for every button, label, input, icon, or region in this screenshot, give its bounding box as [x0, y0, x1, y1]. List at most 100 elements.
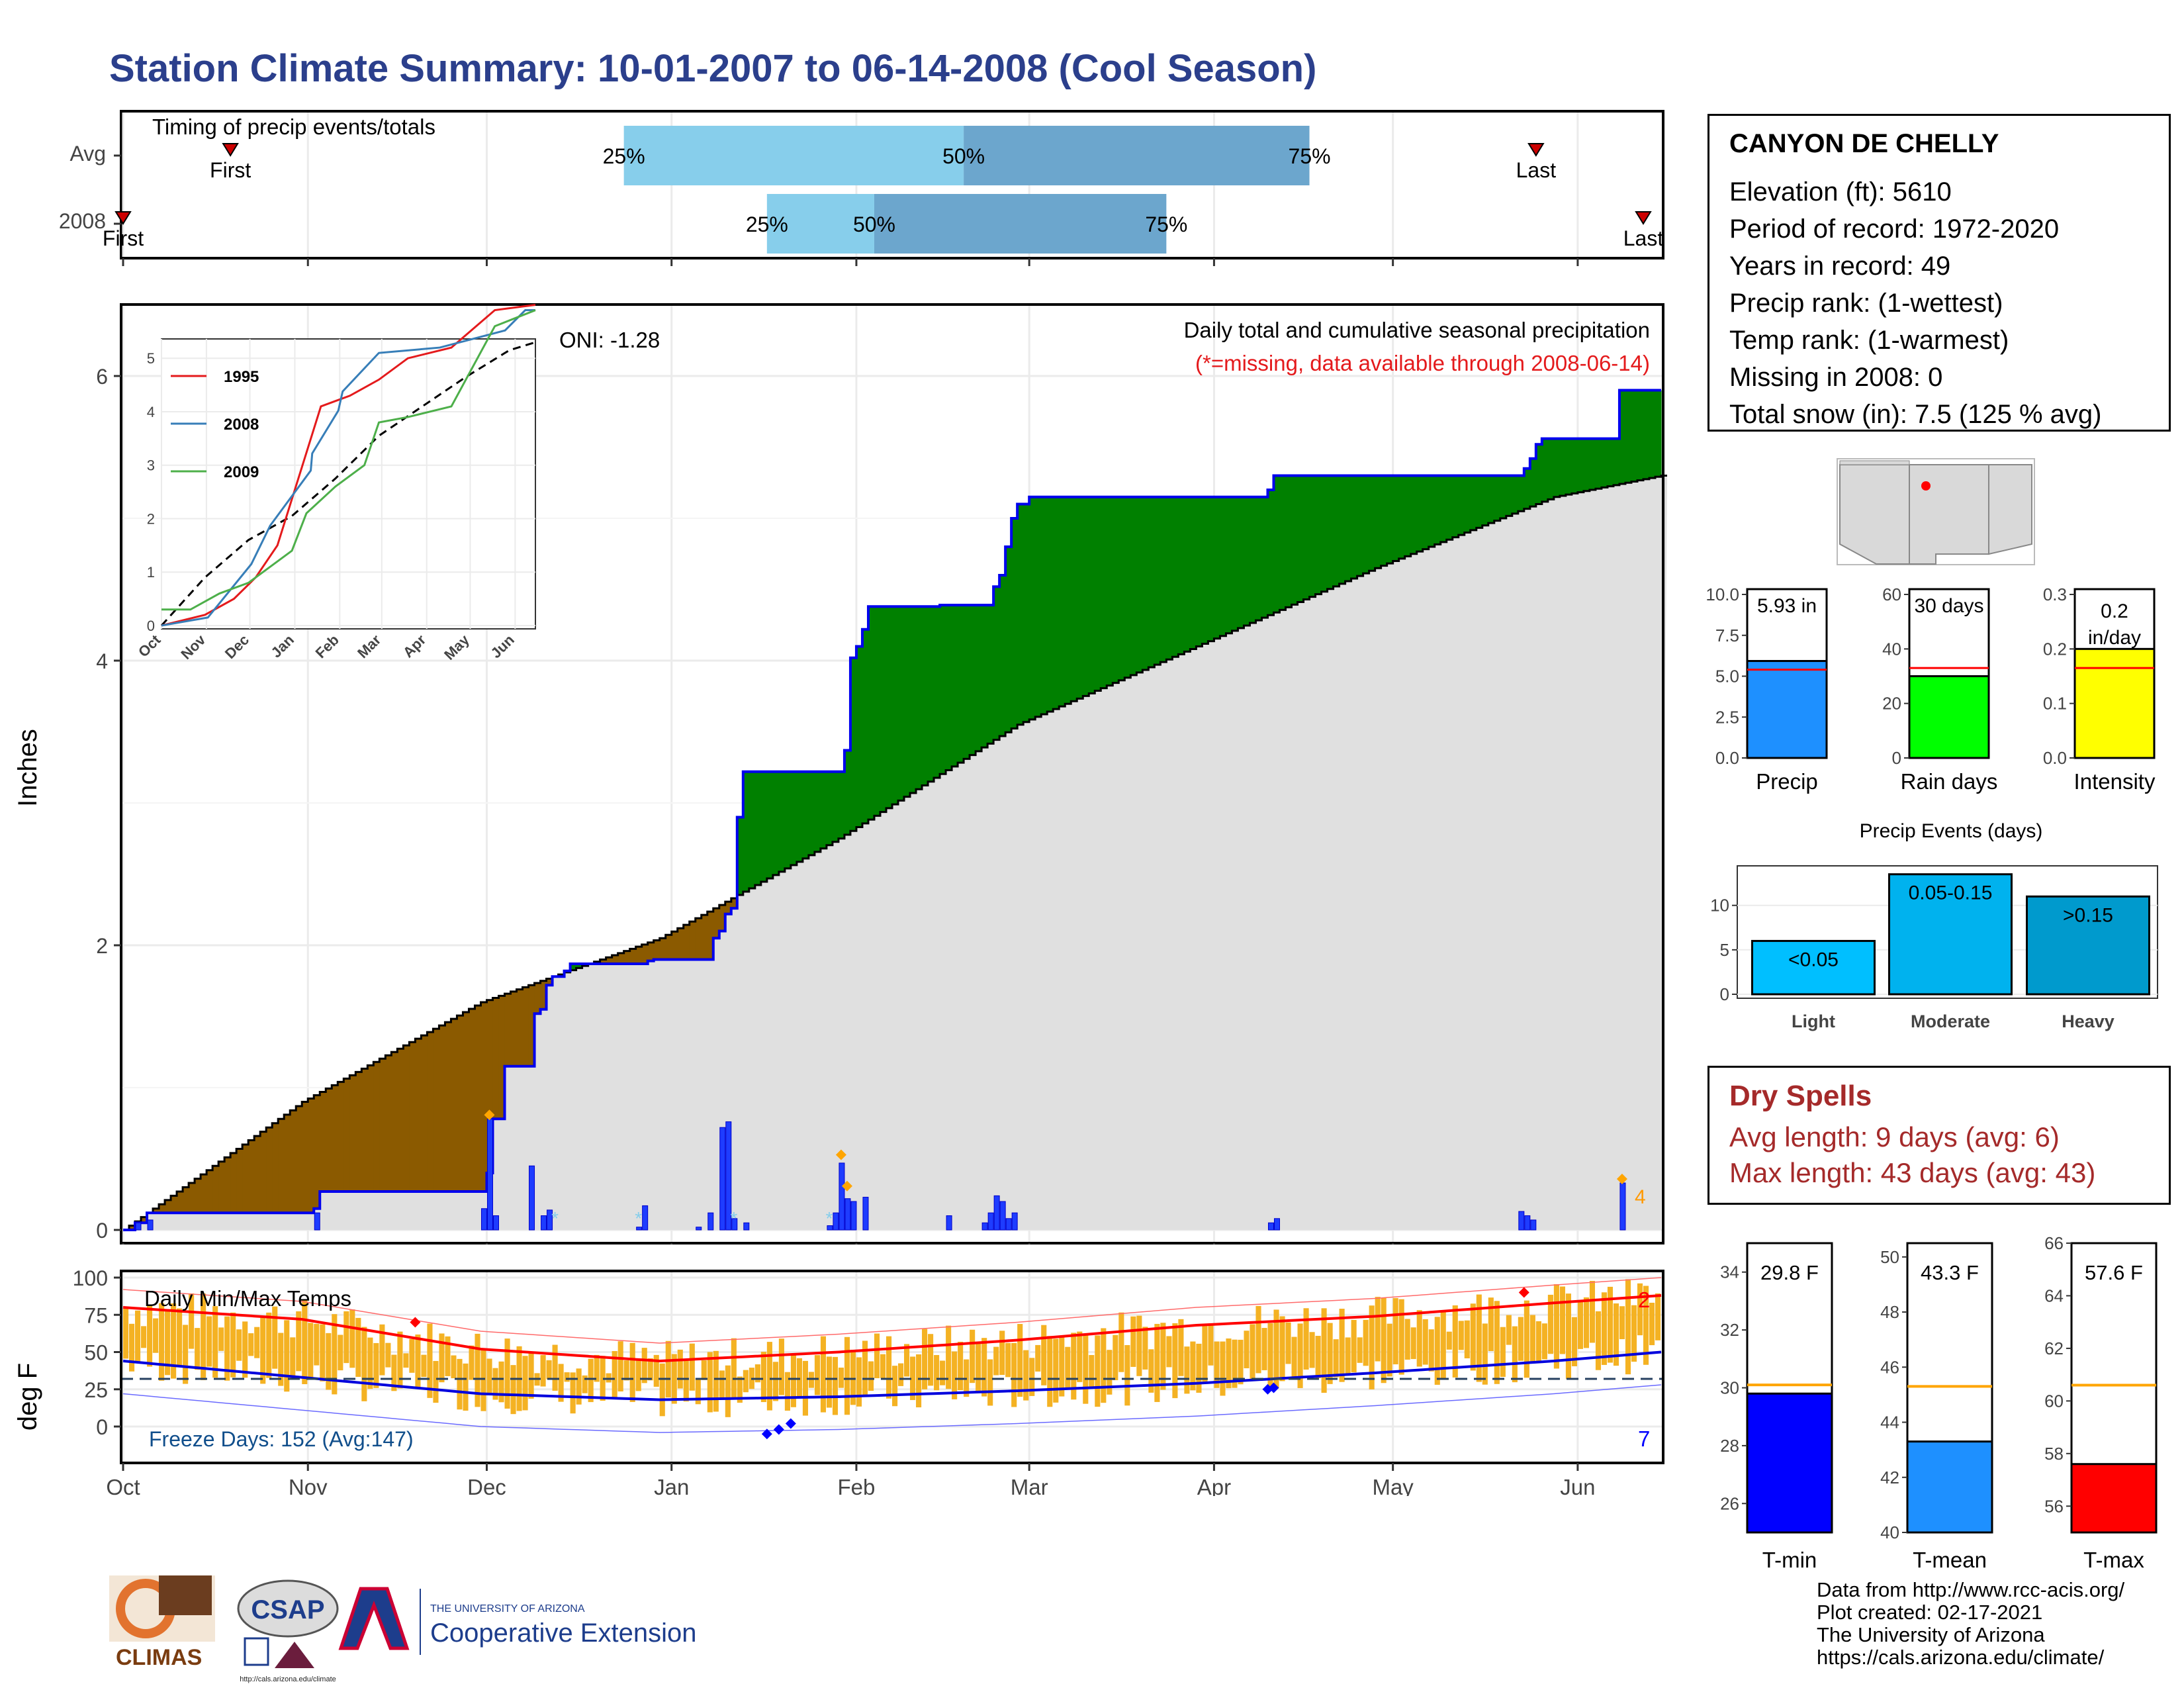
summary-bar-value: 30 days: [1914, 595, 1983, 617]
timing-marker-label: Last: [1516, 158, 1557, 182]
daily-temp-bar: [820, 1336, 827, 1413]
daily-temp-bar: [1172, 1323, 1178, 1399]
above-avg-area: [1458, 475, 1465, 536]
above-avg-area: [1148, 496, 1155, 668]
month-label: May: [1372, 1475, 1414, 1496]
daily-precip-bar: [541, 1215, 547, 1231]
temp-summary-tick-label: 26: [1720, 1493, 1739, 1513]
temp-summary-tick-label: 28: [1720, 1436, 1739, 1456]
daily-temp-bar: [135, 1310, 141, 1362]
above-avg-area: [898, 606, 905, 801]
daily-temp-bar: [141, 1326, 147, 1348]
above-avg-area: [1619, 390, 1626, 485]
avg-min-line: [122, 1350, 1662, 1401]
daily-temp-bar: [236, 1329, 242, 1361]
daily-temp-bar: [230, 1312, 236, 1378]
below-avg-area: [528, 985, 535, 1066]
daily-temp-bar: [433, 1360, 439, 1403]
daily-temp-bar: [832, 1356, 839, 1415]
daily-precip-bar: [636, 1227, 643, 1231]
daily-temp-bar: [1589, 1281, 1596, 1343]
temp-summary-label: T-min: [1762, 1548, 1817, 1572]
below-avg-area: [314, 1095, 320, 1209]
events-bar-range: <0.05: [1788, 949, 1839, 970]
summary-bar-Precip: [1746, 660, 1828, 759]
daily-precip-bar: [743, 1222, 750, 1231]
logos: CLIMAS CSAP http://cals.arizona.edu/clim…: [109, 1575, 696, 1683]
above-avg-area: [1196, 496, 1203, 647]
below-avg-area: [469, 1009, 476, 1192]
summary-bar-tick-label: 5.0: [1715, 667, 1739, 686]
daily-temp-bar: [1226, 1338, 1232, 1389]
daily-temp-bar: [248, 1333, 254, 1356]
below-avg-area: [212, 1166, 219, 1213]
temp-ytick-label: 100: [73, 1266, 108, 1290]
above-avg-area: [1160, 496, 1167, 663]
below-avg-area: [415, 1039, 422, 1192]
above-avg-area: [1053, 496, 1060, 710]
daily-temp-bar: [910, 1356, 916, 1401]
station-missing: Missing in 2008: 0: [1729, 363, 1943, 392]
daily-temp-bar: [1547, 1294, 1553, 1354]
daily-temp-bar: [498, 1361, 504, 1403]
station-elevation: Elevation (ft): 5610: [1729, 177, 1952, 207]
daily-temp-bar: [320, 1324, 326, 1382]
daily-temp-bar: [1113, 1335, 1118, 1381]
daily-temp-bar: [1232, 1339, 1238, 1388]
inset-ytick-label: 5: [147, 350, 155, 367]
temp-summary-value: 57.6 F: [2085, 1261, 2143, 1284]
events-tick-label: 0: [1720, 984, 1729, 1004]
daily-precip-bar: [839, 1162, 845, 1231]
inset-ytick-label: 3: [147, 457, 155, 474]
temp-summary-tick-label: 56: [2044, 1496, 2064, 1516]
summary-bar-value: 0.2: [2101, 600, 2128, 622]
daily-temp-bar: [1166, 1336, 1172, 1368]
above-avg-area: [790, 771, 797, 865]
station-temp-rank: Temp rank: (1-warmest): [1729, 326, 2009, 355]
above-avg-area: [1303, 475, 1310, 600]
daily-precip-bar: [862, 1197, 869, 1231]
temp-summary-bars: 29.8 F 26 28 30 32 34 T-min 43.3 F 40 42 44 46 48 50 T…: [1720, 1233, 2158, 1572]
trace-marker-icon: *: [551, 1208, 559, 1229]
climas-logo[interactable]: CLIMAS: [109, 1575, 215, 1670]
above-avg-area: [999, 575, 1006, 736]
temp-summary-tick-label: 34: [1720, 1262, 1739, 1282]
daily-temp-bar: [892, 1366, 898, 1407]
daily-temp-bar: [1071, 1333, 1077, 1400]
daily-temp-bar: [1261, 1328, 1267, 1370]
daily-temp-bar: [254, 1327, 260, 1358]
above-avg-area: [1577, 438, 1584, 492]
above-avg-area: [1202, 496, 1209, 644]
daily-temp-bar: [1220, 1341, 1226, 1396]
daily-temp-bar: [743, 1370, 749, 1393]
daily-temp-bar: [272, 1306, 278, 1369]
precip-count: 4: [1635, 1186, 1646, 1208]
above-avg-area: [1107, 496, 1113, 686]
below-avg-area: [677, 928, 684, 960]
above-avg-area: [743, 771, 750, 892]
summary-bar-tick-label: 40: [1882, 639, 1901, 659]
daily-temp-bar: [278, 1333, 284, 1386]
below-avg-area: [629, 949, 637, 964]
month-label: Oct: [106, 1475, 140, 1496]
above-avg-area: [1184, 496, 1191, 652]
above-avg-area: [922, 606, 929, 786]
daily-temp-bar: [1285, 1322, 1291, 1364]
temp-summary-tick-label: 64: [2044, 1286, 2064, 1305]
above-avg-area: [1297, 475, 1304, 602]
daily-temp-bar: [457, 1358, 463, 1410]
daily-temp-bar: [993, 1346, 999, 1376]
ua-logo[interactable]: THE UNIVERSITY OF ARIZONA Cooperative Ex…: [338, 1587, 696, 1655]
above-avg-area: [1178, 496, 1185, 655]
below-avg-area: [397, 1049, 404, 1192]
csap-logo[interactable]: CSAP http://cals.arizona.edu/climate: [237, 1579, 339, 1683]
daily-temp-bar: [641, 1348, 647, 1383]
below-avg-area: [171, 1196, 177, 1213]
below-avg-area: [129, 1225, 136, 1230]
below-avg-area: [480, 1002, 488, 1192]
daily-temp-bar: [653, 1354, 659, 1387]
below-avg-area: [183, 1187, 189, 1213]
month-label: Nov: [289, 1475, 328, 1496]
temp-summary-bar-T-mean: [1906, 1440, 1993, 1534]
summary-bar-tick-label: 10.0: [1706, 585, 1739, 604]
